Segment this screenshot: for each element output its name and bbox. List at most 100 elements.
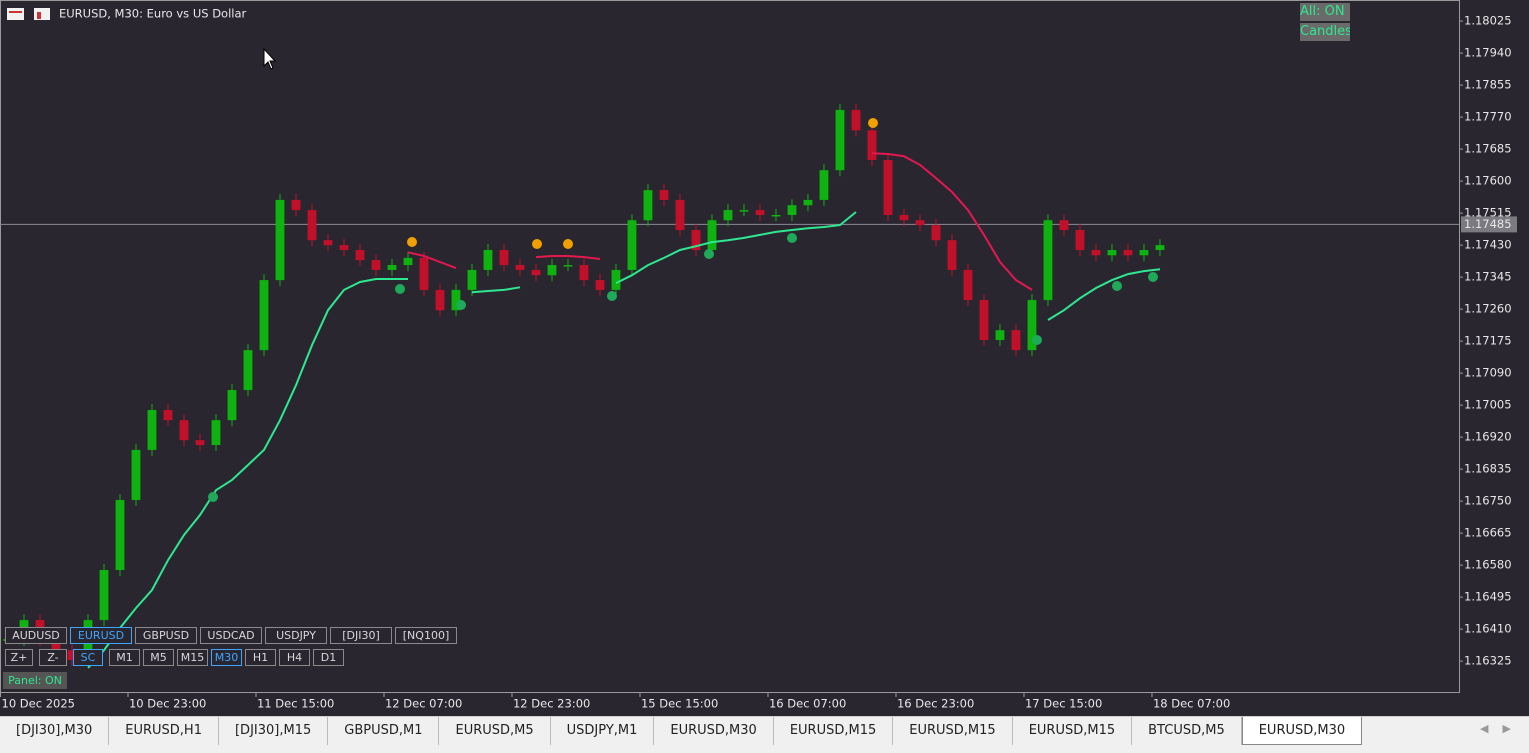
sell-marker bbox=[563, 239, 573, 249]
candle-body bbox=[355, 249, 365, 261]
candle-body bbox=[643, 190, 653, 221]
icon bbox=[7, 8, 24, 20]
support-line bbox=[87, 211, 1161, 669]
control-button[interactable]: SC bbox=[73, 649, 103, 666]
candle-body bbox=[547, 265, 557, 276]
tab[interactable]: [DJI30],M15 bbox=[219, 717, 329, 745]
candle-body bbox=[1075, 230, 1085, 250]
toggle[interactable]: All: ON bbox=[1300, 3, 1350, 21]
candle-body bbox=[147, 410, 157, 450]
symbol-button[interactable]: USDCAD bbox=[200, 627, 262, 644]
symbol-button[interactable]: AUDUSD bbox=[5, 627, 67, 644]
candle-body bbox=[1011, 330, 1021, 351]
toggle[interactable]: Candles bbox=[1300, 23, 1350, 41]
candle-body bbox=[867, 130, 877, 161]
chart: EURUSD, M30: Euro vs US Dollar 1.18025 1.… bbox=[0, 0, 1529, 716]
candle-body bbox=[227, 390, 237, 421]
control-button[interactable]: Z+ bbox=[5, 649, 33, 666]
y-tick-label: 1.17770 bbox=[1464, 110, 1512, 124]
tab[interactable]: USDJPY,M1 bbox=[551, 717, 655, 745]
buy-marker bbox=[1148, 272, 1158, 282]
tab[interactable]: EURUSD,M5 bbox=[439, 717, 551, 745]
tab[interactable]: [DJI30],M30 bbox=[0, 717, 110, 745]
candle-body bbox=[819, 170, 829, 200]
plot-border bbox=[0, 0, 1460, 693]
icon bbox=[37, 12, 41, 19]
y-tick-label: 1.16495 bbox=[1464, 590, 1512, 604]
timeframe-button[interactable]: M15 bbox=[177, 649, 208, 666]
buy-marker bbox=[1032, 335, 1042, 345]
symbol-button[interactable]: GBPUSD bbox=[135, 627, 197, 644]
y-tick-label: 1.16580 bbox=[1464, 558, 1512, 572]
candle-body bbox=[883, 160, 893, 215]
timeframe-button[interactable]: D1 bbox=[313, 649, 344, 666]
candle-body bbox=[1043, 220, 1053, 301]
y-tick-label: 1.17515 bbox=[1464, 206, 1512, 220]
candle-body bbox=[387, 265, 397, 270]
tab[interactable]: EURUSD,M15 bbox=[774, 717, 894, 745]
x-tick-label: 16 Dec 07:00 bbox=[769, 697, 846, 711]
candle-body bbox=[723, 210, 733, 221]
candle-body bbox=[1107, 249, 1117, 256]
tab[interactable]: EURUSD,H1 bbox=[109, 717, 219, 745]
y-tick-label: 1.16665 bbox=[1464, 526, 1512, 540]
candle-body bbox=[979, 300, 989, 340]
candle-body bbox=[531, 269, 541, 276]
candle-body bbox=[611, 269, 621, 290]
y-tick-label: 1.17685 bbox=[1464, 142, 1512, 156]
x-tick-label: 10 Dec 2025 bbox=[2, 697, 75, 711]
candle-body bbox=[99, 570, 109, 621]
timeframe-buttons: Z+ Z- SC M1 M5 M15 M30 H1 H4 D1 bbox=[5, 649, 344, 666]
tab[interactable]: BTCUSD,M5 bbox=[1132, 717, 1242, 745]
symbol-button[interactable]: EURUSD bbox=[70, 627, 132, 644]
timeframe-button[interactable]: M30 bbox=[211, 649, 242, 666]
symbol-button[interactable]: [DJI30] bbox=[330, 627, 392, 644]
tab[interactable]: EURUSD,M15 bbox=[893, 717, 1013, 745]
control-button[interactable]: Z- bbox=[39, 649, 67, 666]
x-tick-label: 17 Dec 15:00 bbox=[1025, 697, 1102, 711]
candle-body bbox=[163, 410, 173, 421]
candle-body bbox=[371, 260, 381, 270]
tab[interactable]: EURUSD,M30 bbox=[654, 717, 774, 745]
y-tick-label: 1.17345 bbox=[1464, 270, 1512, 284]
current-price-label: 1.17485 bbox=[1464, 217, 1512, 231]
timeframe-button[interactable]: H4 bbox=[279, 649, 310, 666]
symbol-button[interactable]: USDJPY bbox=[265, 627, 327, 644]
candle-body bbox=[483, 249, 493, 270]
candle-body bbox=[403, 257, 413, 266]
panel-toggle[interactable]: Panel: ON bbox=[3, 672, 67, 689]
sell-marker bbox=[868, 118, 878, 128]
candle-body bbox=[851, 109, 861, 131]
icon bbox=[34, 8, 50, 20]
buy-marker bbox=[787, 233, 797, 243]
candle-body bbox=[963, 269, 973, 301]
symbol-button[interactable]: [NQ100] bbox=[395, 627, 457, 644]
candle-body bbox=[243, 350, 253, 391]
candle-body bbox=[755, 210, 765, 215]
candle-body bbox=[195, 440, 205, 446]
icon bbox=[9, 11, 22, 13]
tab[interactable]: EURUSD,M30 bbox=[1241, 717, 1363, 745]
buy-marker bbox=[395, 284, 405, 294]
tab[interactable]: EURUSD,M15 bbox=[1013, 717, 1133, 745]
candle-body bbox=[291, 199, 301, 211]
tab-bar: [DJI30],M30 EURUSD,H1 [DJI30],M15 GBPUSD,M1… bbox=[0, 716, 1529, 745]
y-tick-label: 1.17940 bbox=[1464, 46, 1512, 60]
candle-body bbox=[451, 289, 461, 311]
buy-marker bbox=[456, 300, 466, 310]
tab[interactable]: GBPUSD,M1 bbox=[328, 717, 440, 745]
timeframe-button[interactable]: H1 bbox=[245, 649, 276, 666]
buy-marker bbox=[1112, 281, 1122, 291]
tab-scroll[interactable]: ◀ ▶ bbox=[1480, 722, 1511, 735]
x-tick-label: 18 Dec 07:00 bbox=[1153, 697, 1230, 711]
candle-body bbox=[339, 245, 349, 250]
buy-marker bbox=[208, 492, 218, 502]
y-tick-label: 1.17855 bbox=[1464, 78, 1512, 92]
candle-body bbox=[1059, 220, 1069, 231]
candle-body bbox=[627, 220, 637, 270]
x-tick-label: 11 Dec 15:00 bbox=[257, 697, 334, 711]
timeframe-button[interactable]: M5 bbox=[143, 649, 174, 666]
timeframe-button[interactable]: M1 bbox=[109, 649, 140, 666]
candle-body bbox=[1027, 300, 1037, 351]
